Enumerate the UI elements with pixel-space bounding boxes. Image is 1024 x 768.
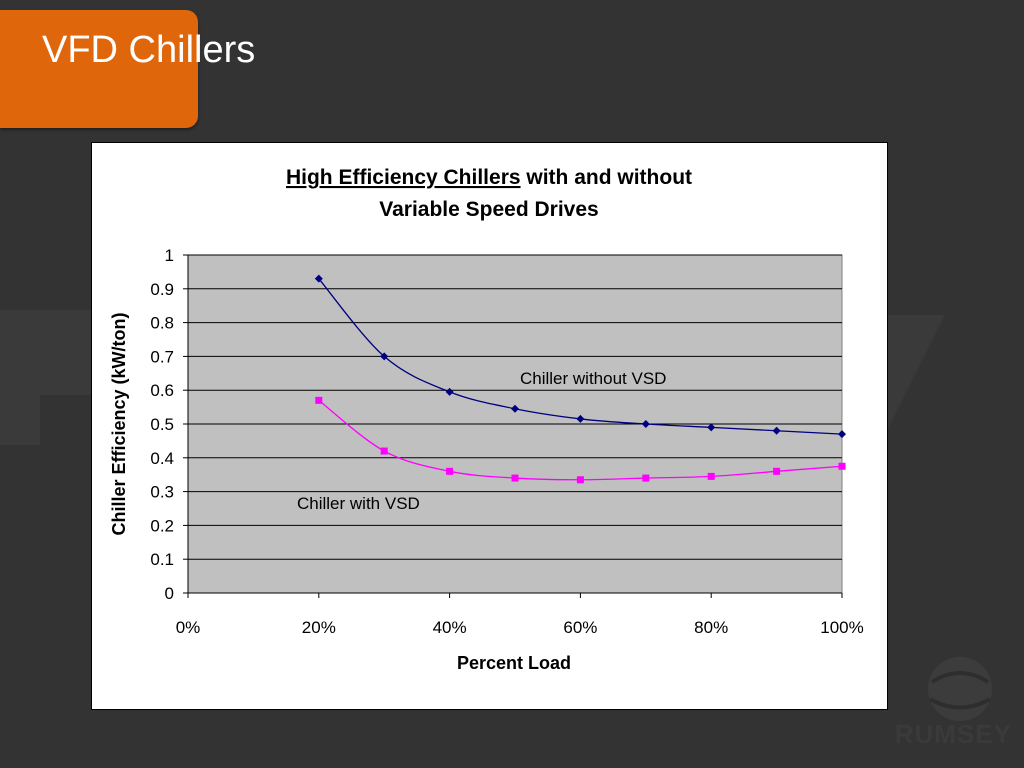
data-point-with-vsd [642, 474, 650, 482]
y-tick-labels: 0 0.1 0.2 0.3 0.4 0.5 0.6 0.7 0.8 0.9 1 [150, 246, 174, 603]
y-tick-label: 0.8 [150, 314, 174, 333]
data-point-without-vsd [511, 404, 519, 413]
data-point-with-vsd [576, 476, 584, 484]
y-tick-label: 0.6 [150, 381, 174, 400]
y-axis-label: Chiller Efficiency (kW/ton) [109, 312, 129, 535]
slide-title: VFD Chillers [42, 29, 256, 71]
x-tick-label: 0% [176, 618, 201, 637]
data-point-with-vsd [380, 447, 388, 455]
data-point-with-vsd [773, 467, 781, 475]
y-tick-label: 0.2 [150, 516, 174, 535]
chart-title-line2: Variable Speed Drives [379, 198, 598, 221]
data-point-without-vsd [707, 423, 716, 432]
y-tick-label: 1 [165, 246, 174, 265]
data-point-with-vsd [315, 396, 323, 404]
data-point-with-vsd [511, 474, 519, 482]
x-tick-label: 80% [694, 618, 728, 637]
series-layer [314, 274, 846, 484]
data-point-without-vsd [838, 430, 846, 439]
chart-title-rest: with and without [521, 166, 692, 189]
data-point-without-vsd [380, 352, 389, 361]
chart-title-underlined: High Efficiency Chillers [286, 166, 521, 189]
x-tick-label: 60% [563, 618, 597, 637]
y-tick-label: 0.1 [150, 550, 174, 569]
x-tick-labels: 0% 20% 40% 60% 80% 100% [176, 618, 864, 637]
y-tick-label: 0 [165, 584, 174, 603]
x-tick-label: 40% [433, 618, 467, 637]
data-point-with-vsd [446, 467, 454, 475]
y-tick-label: 0.5 [150, 415, 174, 434]
chart-panel: 0 0.1 0.2 0.3 0.4 0.5 0.6 0.7 0.8 0.9 1 0% 20% 40% 60… [91, 142, 888, 710]
y-tick-label: 0.3 [150, 483, 174, 502]
grid-lines [188, 254, 842, 560]
annotation-with-vsd: Chiller with VSD [297, 494, 420, 513]
chart-title-line1: High Efficiency Chillers with and withou… [286, 166, 692, 189]
y-tick-label: 0.7 [150, 347, 174, 366]
x-tick-label: 20% [302, 618, 336, 637]
x-axis-label: Percent Load [457, 653, 571, 673]
chart-svg: 0 0.1 0.2 0.3 0.4 0.5 0.6 0.7 0.8 0.9 1 0% 20% 40% 60… [109, 166, 864, 673]
y-tick-label: 0.4 [150, 449, 174, 468]
title-box [0, 10, 198, 128]
data-point-without-vsd [576, 414, 585, 423]
annotation-without-vsd: Chiller without VSD [520, 369, 666, 388]
y-tick-label: 0.9 [150, 280, 174, 299]
data-point-without-vsd [641, 420, 650, 428]
logo-text: RUMSEY [894, 719, 1012, 749]
data-point-with-vsd [707, 472, 715, 480]
rumsey-logo-icon [928, 657, 992, 721]
data-point-without-vsd [314, 274, 323, 283]
data-point-without-vsd [445, 387, 454, 396]
axes [183, 254, 843, 598]
data-point-with-vsd [838, 462, 846, 470]
x-tick-label: 100% [820, 618, 863, 637]
data-point-without-vsd [772, 426, 781, 435]
